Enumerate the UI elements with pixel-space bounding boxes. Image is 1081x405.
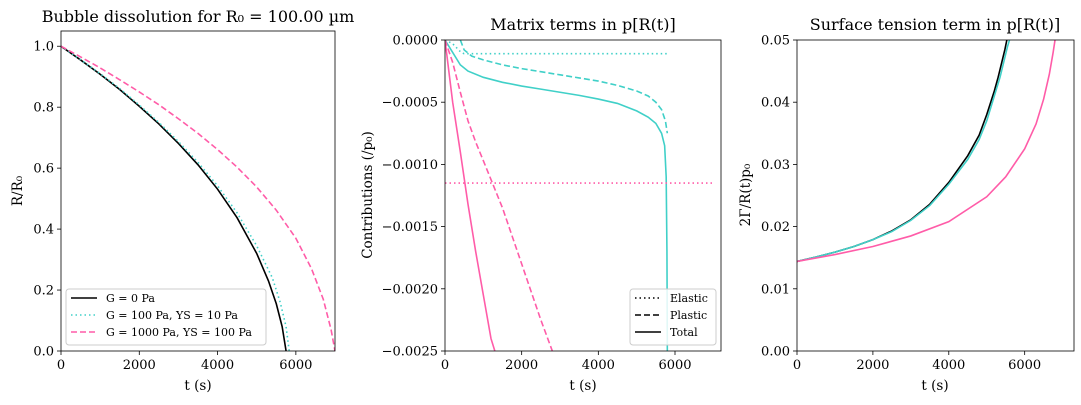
y-tick-label: −0.0010	[382, 158, 438, 173]
series-line-2-series-0	[797, 40, 1008, 263]
panel-matrix-terms: Matrix terms in p[R(t)] 0 2000 4000 6000 0.…	[360, 15, 722, 394]
plot-area-2	[444, 39, 722, 352]
legend-label-plastic: Plastic	[670, 309, 707, 322]
y-tick-label: 1.0	[33, 40, 54, 55]
legend-frame-2	[629, 288, 717, 346]
y-tick-label: 0.03	[761, 158, 790, 173]
legend-frame-1	[65, 288, 267, 346]
series-line-1-cyan-total	[445, 40, 669, 351]
series-line-2-series-1	[797, 40, 1011, 263]
y-axis-label-3: 2Γ/R(t)p₀	[738, 163, 754, 226]
series-line-2-series-2	[797, 40, 1056, 263]
plot-area-3	[796, 39, 1075, 352]
series-line-0-g-0-pa	[61, 45, 287, 351]
series-line-0-g-100-pa-ys-10-pa	[61, 45, 290, 351]
chart-title-3: Surface tension term in p[R(t)]	[810, 15, 1060, 34]
legend-label-total: Total	[670, 326, 698, 339]
y-tick-label: 0.05	[761, 34, 790, 49]
y-axis-label-1: R/R₀	[10, 175, 26, 206]
series-line-1-pink-total	[445, 40, 496, 351]
x-tick-label: 2000	[856, 358, 889, 373]
y-tick-label: 0.2	[33, 284, 54, 299]
y-tick-label: 0.04	[761, 96, 790, 111]
x-tick-label: 6000	[658, 358, 691, 373]
y-tick-label: 0.0	[33, 345, 54, 360]
x-tick-label: 4000	[932, 358, 965, 373]
series-line-1-cyan-elastic	[445, 40, 668, 55]
y-tick-label: 0.00	[761, 345, 790, 360]
y-tick-label: 0.6	[33, 162, 54, 177]
y-tick-label: −0.0020	[382, 282, 438, 297]
x-tick-label: 4000	[582, 358, 615, 373]
panel-surface-tension: Surface tension term in p[R(t)] 0 2000 400…	[738, 15, 1075, 394]
legend-label-g1000: G = 1000 Pa, YS = 100 Pa	[106, 326, 252, 339]
axes-frame-2	[444, 39, 722, 352]
chart-title-1: Bubble dissolution for R₀ = 100.00 µm	[42, 7, 355, 26]
y-tick-label: −0.0015	[382, 220, 438, 235]
y-tick-label: 0.8	[33, 101, 54, 116]
x-axis-label-1: t (s)	[184, 378, 211, 394]
series-line-1-pink-plastic	[445, 40, 554, 351]
x-axis-label-3: t (s)	[921, 378, 948, 394]
x-tick-label: 2000	[123, 358, 156, 373]
y-tick-label: −0.0005	[382, 96, 438, 111]
x-tick-label: 0	[793, 358, 801, 373]
y-tick-label: 0.0000	[393, 34, 439, 49]
legend-label-elastic: Elastic	[670, 292, 708, 305]
series-line-0-g-1000-pa-ys-100-pa	[61, 45, 335, 351]
y-tick-label: −0.0025	[382, 345, 438, 360]
x-tick-label: 0	[57, 358, 65, 373]
axes-frame-1	[60, 30, 336, 352]
chart-title-2: Matrix terms in p[R(t)]	[490, 15, 675, 34]
legend-1: G = 0 Pa G = 100 Pa, YS = 10 Pa G = 1000…	[65, 288, 267, 346]
y-tick-label: 0.02	[761, 220, 790, 235]
plot-area-1	[60, 30, 336, 352]
y-tick-label: 0.01	[761, 282, 790, 297]
axes-frame-3	[796, 39, 1075, 352]
x-axis-label-2: t (s)	[569, 378, 596, 394]
legend-label-g0: G = 0 Pa	[106, 292, 155, 305]
legend-2: Elastic Plastic Total	[629, 288, 717, 346]
series-line-1-cyan-plastic	[459, 40, 669, 134]
panel-bubble-dissolution: Bubble dissolution for R₀ = 100.00 µm 0 2…	[10, 7, 354, 394]
x-tick-label: 2000	[505, 358, 538, 373]
x-tick-label: 0	[441, 358, 449, 373]
x-tick-label: 6000	[279, 358, 312, 373]
legend-label-g100: G = 100 Pa, YS = 10 Pa	[106, 309, 238, 322]
x-tick-label: 6000	[1008, 358, 1041, 373]
y-tick-label: 0.4	[33, 223, 54, 238]
y-axis-label-2: Contributions (/p₀)	[360, 131, 376, 259]
x-tick-label: 4000	[201, 358, 234, 373]
